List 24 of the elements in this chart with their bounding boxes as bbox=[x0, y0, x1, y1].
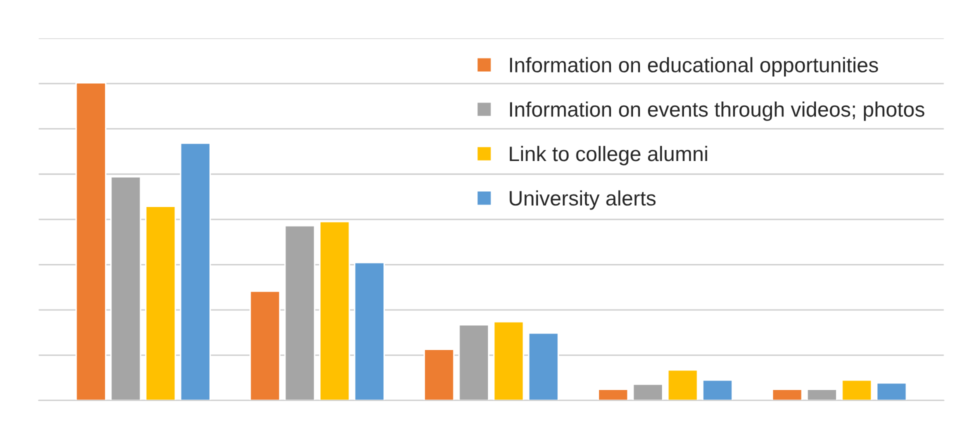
bar bbox=[250, 290, 280, 400]
bar bbox=[493, 320, 524, 400]
legend-label: Information on educational opportunities bbox=[510, 57, 878, 77]
bar bbox=[702, 379, 734, 400]
legend-label: Information on events through videos; photos bbox=[510, 102, 924, 121]
bar bbox=[180, 142, 211, 400]
bar bbox=[841, 379, 872, 400]
bar bbox=[75, 82, 106, 400]
bar bbox=[772, 388, 803, 400]
bar bbox=[632, 384, 664, 400]
bar bbox=[806, 388, 838, 400]
bar bbox=[319, 220, 350, 400]
bar bbox=[528, 332, 559, 400]
bar bbox=[145, 206, 176, 400]
bar bbox=[458, 324, 490, 400]
legend-label: Link to college alumni bbox=[510, 146, 708, 166]
bar bbox=[354, 262, 385, 400]
bar bbox=[598, 388, 629, 400]
bar bbox=[110, 176, 142, 400]
bar bbox=[424, 348, 455, 400]
bar bbox=[284, 225, 316, 400]
legend-label: University alerts bbox=[510, 190, 656, 210]
bar bbox=[667, 369, 698, 400]
bar bbox=[876, 382, 908, 400]
